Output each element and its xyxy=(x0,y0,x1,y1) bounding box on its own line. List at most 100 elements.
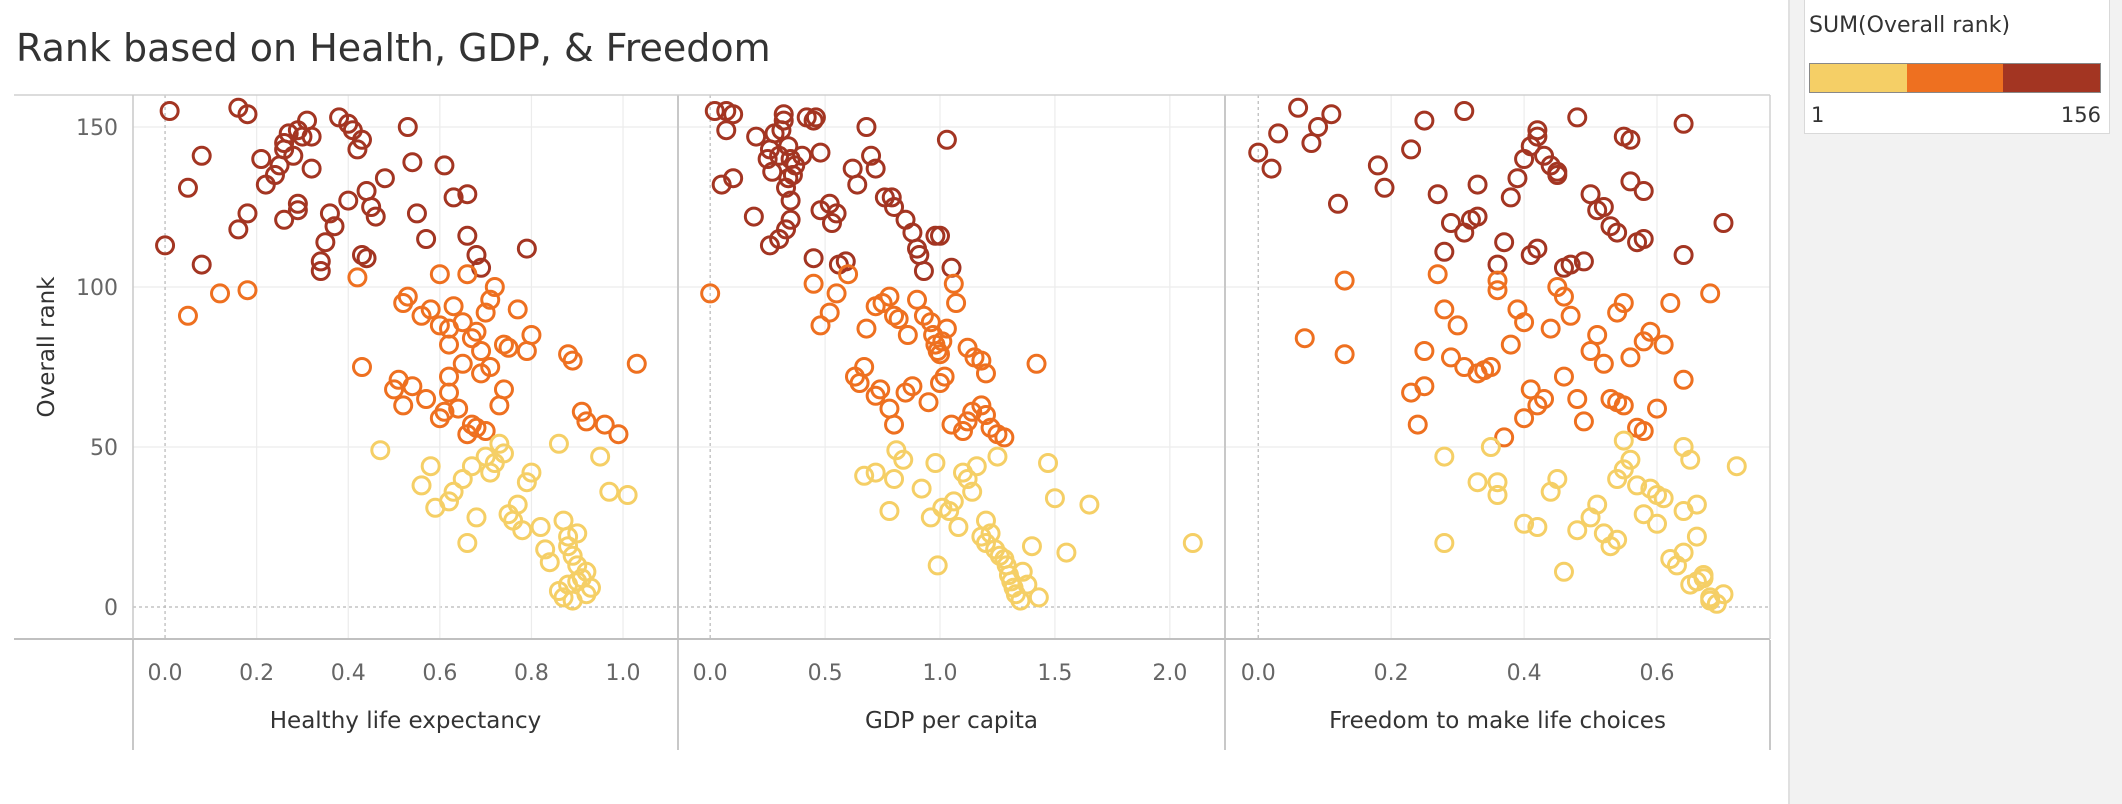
data-point xyxy=(1427,184,1448,205)
data-point xyxy=(1673,542,1694,563)
data-point xyxy=(1613,395,1634,416)
data-point xyxy=(1487,270,1508,291)
data-point xyxy=(484,277,505,297)
data-point xyxy=(210,283,231,304)
data-point xyxy=(402,152,423,173)
y-tick-label: 150 xyxy=(76,116,118,141)
data-point xyxy=(1401,139,1422,160)
data-point xyxy=(1647,513,1668,534)
data-point xyxy=(1573,251,1594,272)
data-point xyxy=(1017,574,1038,595)
data-point xyxy=(310,251,331,272)
data-point xyxy=(324,216,345,237)
data-point xyxy=(1647,398,1668,419)
data-point xyxy=(934,366,955,387)
data-point xyxy=(319,203,340,224)
data-point xyxy=(943,273,964,294)
data-point xyxy=(274,209,295,230)
data-point xyxy=(553,587,574,608)
data-point xyxy=(1680,449,1701,470)
data-point xyxy=(1673,245,1694,265)
legend-min-label: 1 xyxy=(1811,103,1825,127)
data-point xyxy=(884,469,905,489)
data-point xyxy=(608,424,629,445)
data-point xyxy=(1553,366,1574,387)
data-point xyxy=(475,421,496,441)
data-point xyxy=(936,318,957,339)
data-point xyxy=(1527,238,1548,259)
data-point xyxy=(821,213,842,233)
data-point xyxy=(466,321,487,342)
data-point xyxy=(1553,561,1574,582)
data-point xyxy=(803,110,824,131)
data-point xyxy=(1527,517,1548,537)
data-point xyxy=(516,341,537,361)
data-point xyxy=(558,526,579,547)
data-point xyxy=(278,123,299,144)
data-point xyxy=(512,520,533,541)
data-point xyxy=(1308,117,1329,137)
data-point xyxy=(1593,353,1614,374)
data-point xyxy=(780,190,801,211)
x-tick-label: 2.0 xyxy=(1152,661,1187,686)
data-point xyxy=(1640,478,1661,499)
data-point xyxy=(987,446,1008,467)
data-point xyxy=(1334,344,1355,365)
data-point xyxy=(1414,110,1435,131)
x-tick-label: 0.0 xyxy=(148,661,183,686)
data-point xyxy=(939,501,960,521)
data-point xyxy=(448,398,469,419)
data-point xyxy=(1012,561,1033,582)
data-point xyxy=(1620,449,1641,470)
data-point xyxy=(948,517,969,537)
data-point xyxy=(475,302,496,323)
data-point xyxy=(1700,283,1721,304)
data-point xyxy=(911,478,932,499)
data-point xyxy=(893,449,914,470)
data-point xyxy=(1567,107,1588,128)
x-tick-label: 1.0 xyxy=(606,661,641,686)
data-point xyxy=(287,193,308,214)
scatter-plot[interactable]: 0.0 0.2 0.4 0.6 0.8 1.0 Healthy life expectanc… xyxy=(0,0,1788,804)
data-point xyxy=(757,149,778,169)
data-point xyxy=(1056,542,1077,563)
data-point xyxy=(457,225,478,246)
data-point xyxy=(1182,533,1203,553)
data-point xyxy=(925,453,946,473)
x-tick-label: 0.2 xyxy=(239,661,274,686)
x-tick-label: 0.4 xyxy=(331,661,366,686)
data-point xyxy=(1288,97,1309,118)
data-point xyxy=(356,181,377,201)
data-point xyxy=(1514,408,1535,429)
data-point xyxy=(264,165,285,185)
data-point xyxy=(1693,568,1714,589)
data-point xyxy=(854,465,875,486)
data-point xyxy=(429,264,450,285)
data-point xyxy=(590,446,611,467)
data-point xyxy=(1038,453,1059,473)
legend-color-mid xyxy=(1906,64,2004,92)
data-point xyxy=(975,510,996,531)
data-point xyxy=(374,168,395,189)
data-point xyxy=(743,206,764,227)
data-point xyxy=(700,283,721,304)
data-point xyxy=(861,145,882,166)
y-tick-label: 0 xyxy=(104,596,118,621)
data-point xyxy=(1633,421,1654,441)
data-point xyxy=(971,350,992,371)
legend-title: SUM(Overall rank) xyxy=(1809,13,2011,38)
data-point xyxy=(792,145,813,166)
data-point xyxy=(452,469,473,489)
sidebar-panel: SUM(Overall rank) 1 156 xyxy=(1788,0,2122,804)
data-point xyxy=(530,517,551,537)
data-point xyxy=(943,491,964,512)
data-point xyxy=(773,104,794,125)
data-point xyxy=(957,411,978,432)
data-point xyxy=(347,139,368,160)
data-point xyxy=(370,440,391,461)
x-tick-label: 0.8 xyxy=(514,661,549,686)
data-point xyxy=(237,280,258,301)
data-point xyxy=(571,401,592,422)
data-point xyxy=(1520,379,1541,400)
data-point xyxy=(351,357,372,377)
